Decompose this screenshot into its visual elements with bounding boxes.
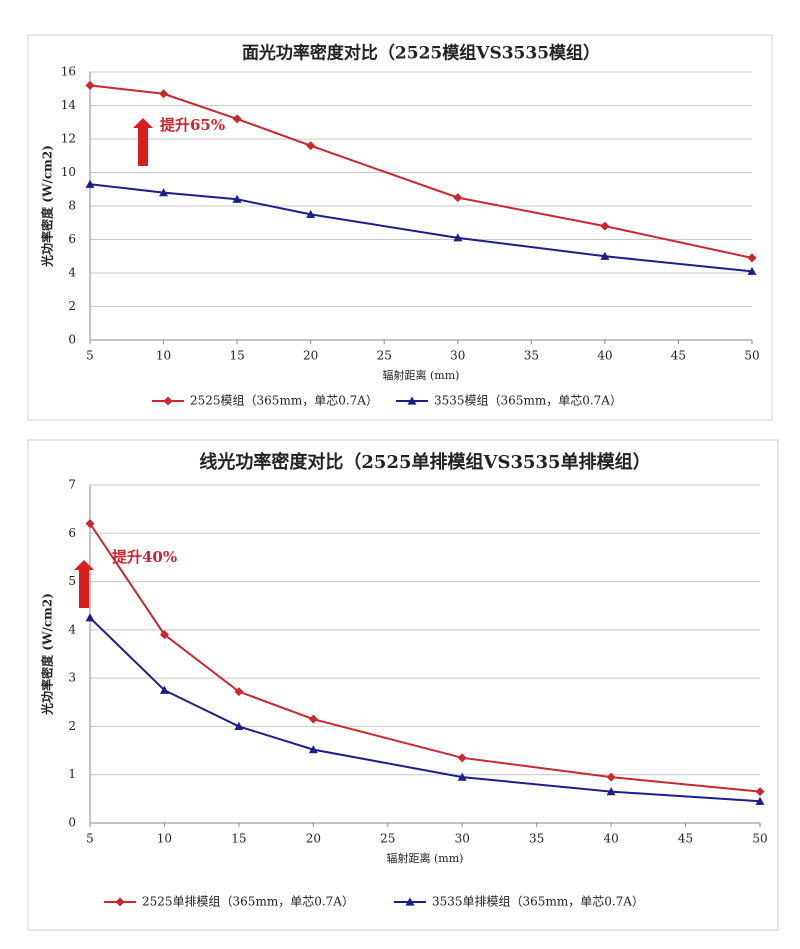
legend-marker: [405, 897, 415, 906]
point: [232, 114, 242, 124]
y-tick-label: 1: [68, 767, 76, 781]
y-tick-label: 4: [68, 266, 76, 280]
point: [85, 613, 95, 622]
point: [457, 753, 467, 763]
x-tick-label: 45: [671, 349, 686, 363]
y-tick-label: 3: [68, 671, 76, 685]
y-tick-label: 14: [61, 98, 77, 112]
x-tick-label: 10: [157, 832, 172, 846]
chart-title: 线光功率密度对比（2525单排模组VS3535单排模组）: [199, 451, 650, 473]
y-tick-label: 6: [68, 526, 76, 540]
point: [600, 251, 610, 260]
y-tick-label: 5: [68, 574, 76, 588]
point: [457, 772, 467, 781]
y-axis-label: 光功率密度 (W/cm2): [40, 145, 55, 268]
x-tick-label: 30: [450, 349, 465, 363]
arrow: [74, 560, 94, 608]
x-tick-label: 40: [603, 832, 618, 846]
point: [159, 685, 169, 694]
y-tick-label: 4: [68, 622, 76, 636]
y-tick-label: 16: [61, 65, 76, 79]
x-tick-label: 25: [380, 832, 395, 846]
point: [159, 188, 169, 197]
legend-marker: [407, 396, 417, 405]
point: [85, 179, 95, 188]
legend-label: 3535模组（365mm，单芯0.7A）: [434, 394, 622, 408]
x-tick-label: 15: [229, 349, 244, 363]
point: [234, 721, 244, 731]
point: [606, 772, 616, 782]
legend-marker: [115, 897, 125, 907]
y-tick-label: 8: [68, 199, 76, 213]
x-tick-label: 20: [306, 832, 321, 846]
point: [85, 80, 95, 90]
legend-label: 2525单排模组（365mm，单芯0.7A）: [142, 895, 354, 909]
point: [747, 266, 757, 275]
x-tick-label: 10: [156, 349, 171, 363]
point: [453, 233, 463, 242]
x-tick-label: 15: [231, 832, 246, 846]
point: [232, 194, 242, 203]
y-tick-label: 0: [68, 816, 76, 830]
annotation: 提升65%: [160, 116, 225, 134]
point: [306, 209, 316, 218]
y-tick-label: 7: [68, 478, 76, 492]
y-tick-label: 0: [68, 333, 76, 347]
y-tick-label: 12: [61, 132, 76, 146]
point: [308, 745, 318, 754]
arrow: [133, 118, 153, 166]
x-tick-label: 5: [86, 832, 94, 846]
point: [453, 193, 463, 203]
x-axis-label: 辐射距离 (mm): [387, 851, 464, 865]
legend-marker: [163, 396, 173, 406]
point: [747, 253, 757, 263]
x-tick-label: 5: [86, 349, 94, 363]
y-tick-label: 2: [68, 719, 76, 733]
point: [600, 221, 610, 231]
point: [308, 714, 318, 724]
legend-label: 3535单排模组（365mm，单芯0.7A）: [432, 895, 644, 909]
x-tick-label: 40: [597, 349, 612, 363]
point: [159, 630, 169, 640]
y-tick-label: 2: [68, 299, 76, 313]
chart-frame: [27, 34, 773, 421]
point: [606, 787, 616, 796]
point: [755, 787, 765, 797]
point: [755, 796, 765, 805]
point: [159, 89, 169, 99]
x-tick-label: 35: [529, 832, 544, 846]
x-tick-label: 25: [377, 349, 392, 363]
y-tick-label: 10: [61, 165, 76, 179]
annotation: 提升40%: [112, 548, 177, 566]
x-tick-label: 45: [678, 832, 693, 846]
point: [306, 141, 316, 151]
x-tick-label: 50: [744, 349, 759, 363]
legend-label: 2525模组（365mm，单芯0.7A）: [190, 394, 378, 408]
x-tick-label: 35: [524, 349, 539, 363]
chart-title: 面光功率密度对比（2525模组VS3535模组）: [242, 43, 600, 64]
x-axis-label: 辐射距离 (mm): [383, 368, 460, 382]
x-tick-label: 20: [303, 349, 318, 363]
y-tick-label: 6: [68, 232, 76, 246]
chart-frame: [27, 439, 779, 931]
y-axis-label: 光功率密度 (W/cm2): [40, 593, 55, 716]
x-tick-label: 30: [455, 832, 470, 846]
point: [234, 687, 244, 697]
x-tick-label: 50: [752, 832, 767, 846]
point: [85, 519, 95, 529]
